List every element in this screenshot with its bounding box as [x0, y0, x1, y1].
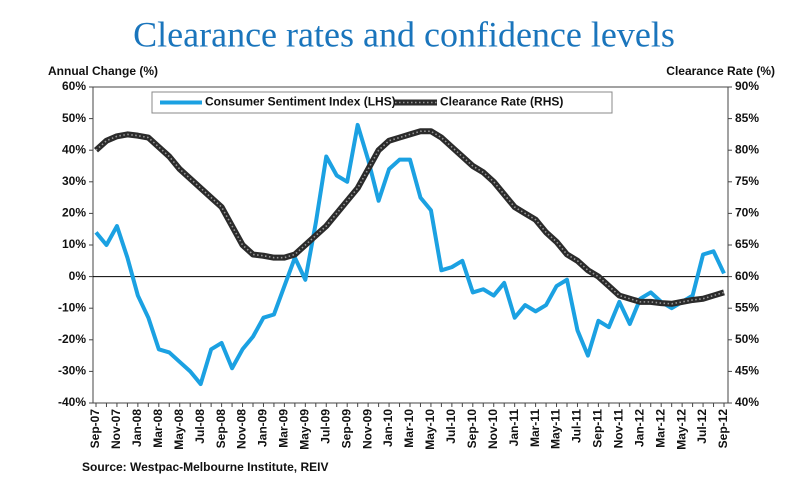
y2-tick-label: 85%: [735, 111, 759, 125]
x-tick-label: May-09: [298, 409, 312, 450]
x-tick-label: Nov-09: [360, 409, 374, 449]
x-tick-label: May-12: [674, 409, 688, 450]
x-tick-label: May-10: [423, 409, 437, 450]
y2-tick-label: 75%: [735, 174, 759, 188]
x-tick-label: Jan-11: [507, 409, 521, 447]
x-tick-label: May-08: [172, 409, 186, 450]
x-tick-label: Sep-12: [716, 409, 730, 449]
y2-axis-label: Clearance Rate (%): [666, 64, 775, 78]
series-line: [93, 128, 725, 307]
x-tick-label: Mar-10: [402, 409, 416, 448]
x-tick-label: Jul-10: [444, 409, 458, 444]
y-tick-label: -20%: [58, 332, 86, 346]
y2-tick-label: 50%: [735, 332, 759, 346]
legend-box: [151, 91, 613, 114]
y2-tick-label: 55%: [735, 300, 759, 314]
x-tick-label: Jan-08: [130, 409, 144, 447]
y-tick-label: 20%: [62, 206, 86, 220]
x-tick-label: Mar-12: [653, 409, 667, 448]
y-tick-label: -30%: [58, 364, 86, 378]
y-tick-label: 30%: [62, 174, 86, 188]
y-tick-label: 50%: [62, 111, 86, 125]
x-tick-label: Jul-09: [318, 409, 332, 444]
chart-title: Clearance rates and confidence levels: [133, 14, 675, 54]
x-tick-label: Jan-09: [256, 409, 270, 447]
series-line: [94, 122, 726, 387]
y-tick-label: 40%: [62, 142, 86, 156]
x-tick-label: Mar-11: [528, 409, 542, 447]
x-tick-label: Sep-11: [591, 409, 605, 448]
x-tick-label: Jul-11: [570, 409, 584, 443]
y2-tick-label: 45%: [735, 364, 759, 378]
y2-tick-label: 65%: [735, 237, 759, 251]
x-tick-label: Jul-12: [695, 409, 709, 444]
y-tick-label: 10%: [62, 237, 86, 251]
x-tick-label: Mar-08: [151, 409, 165, 448]
x-tick-label: Mar-09: [277, 409, 291, 448]
x-tick-label: Jul-08: [193, 409, 207, 444]
legend-label: Clearance Rate (RHS): [440, 95, 563, 109]
y2-tick-label: 60%: [735, 269, 759, 283]
x-tick-label: Sep-08: [214, 409, 228, 449]
y-tick-label: -10%: [58, 300, 86, 314]
x-tick-label: Nov-07: [109, 409, 123, 449]
legend-label: Consumer Sentiment Index (LHS): [205, 95, 396, 109]
x-tick-label: Sep-07: [88, 409, 102, 449]
y2-tick-label: 70%: [735, 206, 759, 220]
y-tick-label: 0%: [69, 269, 87, 283]
x-tick-label: Nov-11: [612, 409, 626, 449]
x-tick-label: Jan-12: [632, 409, 646, 447]
x-tick-label: Jan-10: [381, 409, 395, 447]
y2-tick-label: 90%: [735, 79, 759, 93]
y2-tick-label: 80%: [735, 142, 759, 156]
x-tick-label: Sep-09: [339, 409, 353, 449]
source: Source: Westpac-Melbourne Institute, REI…: [82, 460, 328, 474]
series-line-pattern: [95, 130, 725, 305]
y2-tick-label: 40%: [735, 395, 759, 409]
y-axis-label: Annual Change (%): [48, 64, 158, 78]
x-tick-label: Sep-10: [465, 409, 479, 449]
x-tick-label: Nov-10: [486, 409, 500, 449]
x-tick-label: Nov-08: [235, 409, 249, 449]
x-tick-label: May-11: [549, 409, 563, 449]
y-tick-label: 60%: [62, 79, 86, 93]
y-tick-label: -40%: [58, 395, 86, 409]
